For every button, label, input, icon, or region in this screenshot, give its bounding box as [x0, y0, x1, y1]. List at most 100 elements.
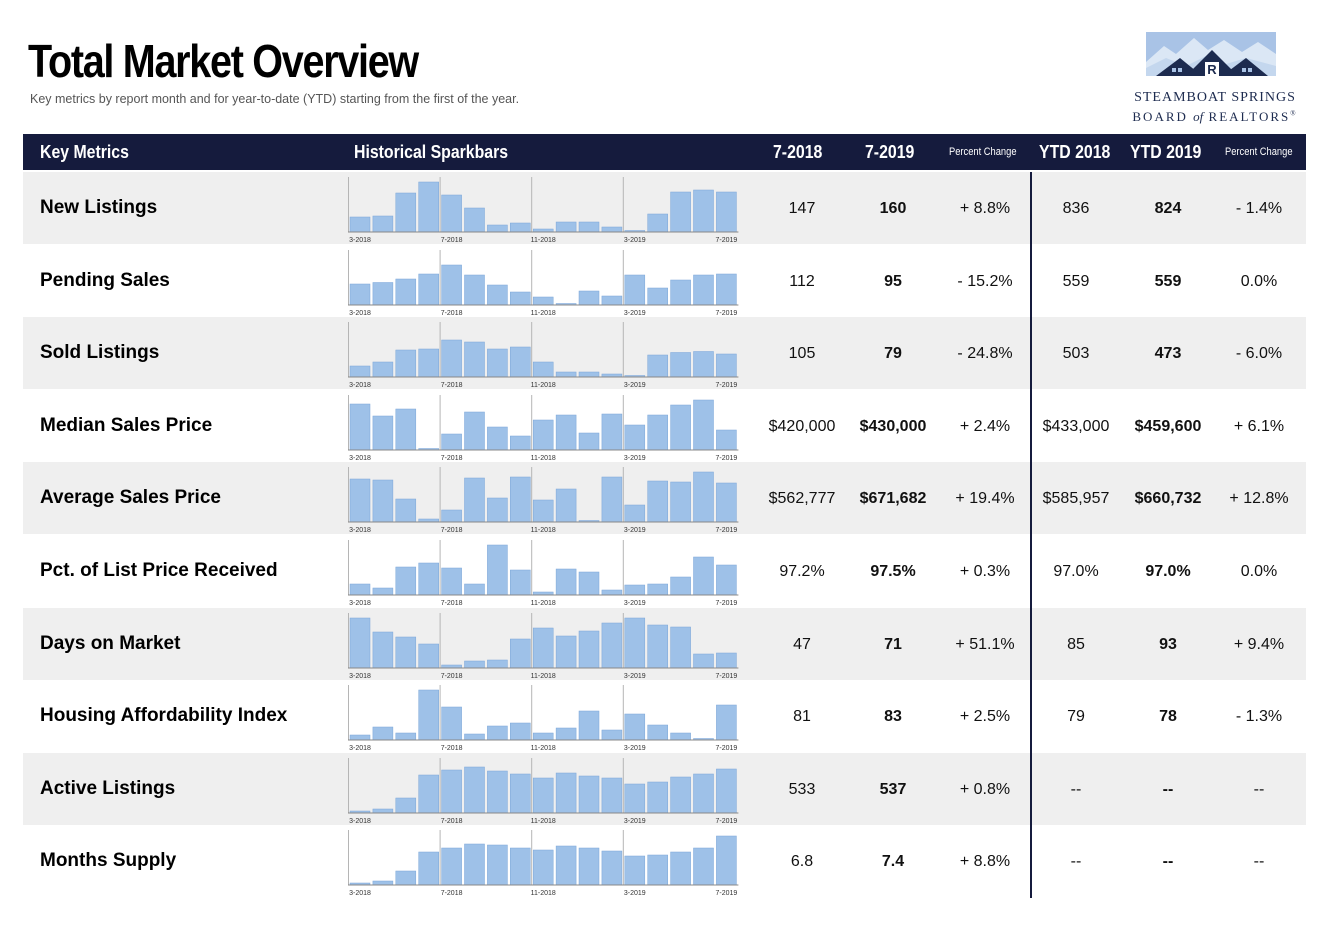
- value-ytd-2019: 93: [1159, 635, 1177, 653]
- sparkbar-bar: [647, 583, 668, 596]
- sparkbar-bar: [441, 848, 462, 886]
- sparkbar-tick-label: 11-2018: [531, 527, 556, 533]
- value-7-2019: 79: [884, 345, 902, 363]
- value-ytd-2019: 97.0%: [1145, 563, 1191, 580]
- sparkbar-bar: [693, 556, 714, 596]
- percent-change: + 0.8%: [959, 780, 1011, 798]
- sparkbar-bar: [670, 404, 691, 451]
- value-ytd-2019: 473: [1154, 345, 1182, 363]
- sparkbar-tick-label: 3-2019: [624, 382, 646, 388]
- sparkbar-bar: [418, 689, 439, 741]
- sparkbar-bar: [487, 770, 508, 814]
- sparkbar-bar: [624, 617, 646, 668]
- sparkbar-tick-label: 3-2018: [349, 818, 371, 824]
- sparkbar-tick-label: 3-2018: [349, 455, 371, 461]
- value-7-2018: 97.2%: [779, 563, 825, 580]
- table-header: Key Metrics Historical Sparkbars 7-2018 …: [23, 134, 1306, 170]
- sparkbar-bar: [395, 499, 417, 523]
- sparkbar-tick-label: 3-2018: [349, 237, 371, 243]
- ytd-percent-change: + 12.8%: [1229, 490, 1289, 508]
- sparkbar-bar: [418, 348, 439, 378]
- header-percent-change: Percent Change: [948, 146, 1017, 158]
- sparkbar-bar: [510, 773, 531, 814]
- board-of-realtors-logo: R STEAMBOAT SPRINGS BOARD of REALTORS®: [1120, 28, 1310, 128]
- sparkbar-bar: [418, 852, 439, 886]
- value-7-2018: 47: [793, 635, 811, 653]
- sparkbar-tick-label: 11-2018: [531, 455, 556, 461]
- ytd-percent-change: - 1.4%: [1235, 200, 1283, 217]
- sparkbar-bar: [578, 775, 600, 814]
- sparkbar-bar: [578, 630, 600, 668]
- sparkbar-bar: [578, 710, 600, 741]
- sparkbar-bar: [510, 638, 531, 668]
- metric-name: Sold Listings: [40, 342, 160, 364]
- sparkbar-tick-label: 7-2019: [716, 745, 738, 751]
- page-subtitle: Key metrics by report month and for year…: [30, 92, 520, 106]
- value-7-2019: 7.4: [881, 853, 905, 871]
- value-ytd-2018: 559: [1062, 272, 1090, 290]
- sparkbar-tick-label: 7-2018: [441, 310, 463, 316]
- sparkbar-bar: [670, 191, 691, 233]
- sparkbar-bar: [510, 222, 531, 233]
- sparkbar-bar: [693, 773, 714, 814]
- sparkbar-bar: [670, 576, 691, 596]
- value-ytd-2018: 79: [1067, 708, 1085, 726]
- sparkbar-bar: [693, 399, 714, 451]
- sparkbar-tick-label: 11-2018: [531, 310, 556, 316]
- metric-name: Months Supply: [40, 850, 177, 872]
- table-row: New Listings 3-2018 7-2018 11-2018 3-2019 7-2…: [23, 172, 1306, 244]
- sparkbar-tick-label: 3-2018: [349, 382, 371, 388]
- value-ytd-2018: 97.0%: [1053, 563, 1099, 580]
- sparkbar-bar: [464, 844, 485, 886]
- sparkbar-chart: 3-2018 7-2018 11-2018 3-2019 7-2019: [348, 249, 739, 316]
- metric-name: Pending Sales: [40, 269, 170, 291]
- sparkbar-bar: [418, 774, 439, 814]
- sparkbar-bar: [464, 207, 485, 233]
- metric-name: New Listings: [40, 197, 158, 218]
- sparkbar-chart: 3-2018 7-2018 11-2018 3-2019 7-2019: [348, 177, 739, 243]
- sparkbar-bar: [418, 181, 439, 233]
- sparkbar-bar: [532, 419, 554, 451]
- header-7-2018: 7-2018: [773, 142, 823, 162]
- table-row: Days on Market 3-2018 7-2018 11-2018 3-2019 7…: [23, 607, 1306, 680]
- percent-change: + 2.5%: [959, 708, 1011, 726]
- sparkbar-bar: [555, 414, 577, 451]
- value-7-2019: 83: [884, 708, 902, 726]
- sparkbar-bar: [510, 569, 531, 596]
- sparkbar-bar: [693, 653, 714, 668]
- sparkbar-bar: [487, 659, 508, 668]
- sparkbar-bar: [464, 274, 485, 305]
- sparkbar-bar: [464, 411, 485, 451]
- ytd-percent-change: 0.0%: [1240, 563, 1278, 580]
- value-7-2018: 112: [789, 272, 815, 290]
- sparkbar-bar: [555, 371, 577, 378]
- sparkbar-bar: [487, 284, 508, 305]
- sparkbar-chart: 3-2018 7-2018 11-2018 3-2019 7-2019: [348, 322, 739, 388]
- value-ytd-2019: --: [1162, 853, 1174, 871]
- sparkbar-tick-label: 3-2019: [624, 818, 646, 824]
- sparkbar-bar: [555, 727, 577, 741]
- percent-change: + 8.8%: [959, 200, 1011, 217]
- sparkbar-bar: [441, 339, 462, 378]
- sparkbar-bar: [418, 273, 439, 305]
- sparkbar-chart: 3-2018 7-2018 11-2018 3-2019 7-2019: [348, 757, 739, 824]
- ytd-percent-change: --: [1253, 780, 1265, 798]
- sparkbar-bar: [349, 734, 371, 741]
- sparkbar-tick-label: 11-2018: [531, 745, 556, 751]
- logo-line-2: BOARD of REALTORS®: [1132, 109, 1298, 124]
- sparkbar-chart: 3-2018 7-2018 11-2018 3-2019 7-2019: [348, 540, 739, 606]
- sparkbar-bar: [441, 567, 462, 596]
- sparkbar-tick-label: 7-2019: [716, 237, 738, 243]
- sparkbar-bar: [487, 426, 508, 451]
- table-row: Housing Affordability Index 3-2018 7-2018 1…: [23, 680, 1306, 752]
- sparkbar-bar: [441, 264, 462, 305]
- percent-change: - 24.8%: [957, 345, 1013, 363]
- sparkbar-bar: [464, 766, 485, 814]
- sparkbar-bar: [601, 413, 623, 451]
- sparkbar-tick-label: 7-2018: [441, 745, 463, 751]
- sparkbar-bar: [441, 510, 462, 523]
- sparkbar-bar: [670, 482, 691, 523]
- sparkbar-bar: [349, 283, 371, 305]
- value-ytd-2018: --: [1070, 853, 1082, 871]
- sparkbar-bar: [647, 287, 668, 305]
